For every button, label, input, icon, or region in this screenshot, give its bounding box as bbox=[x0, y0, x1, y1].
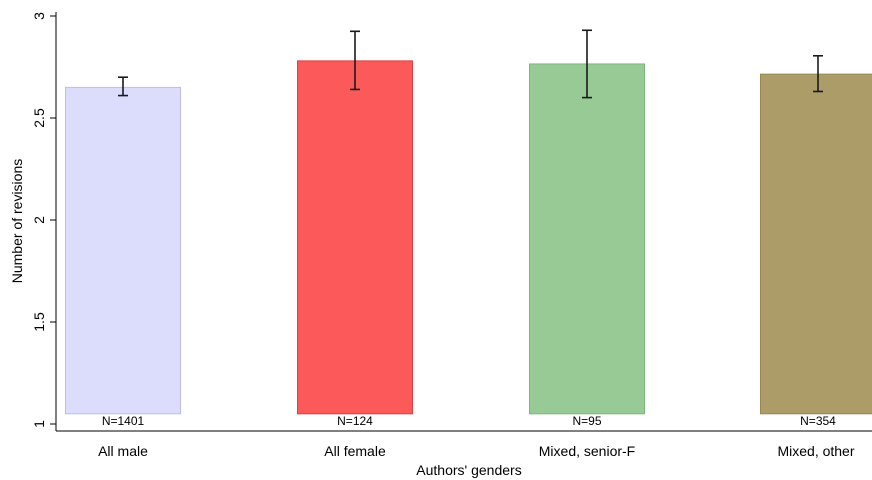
x-tick-label: Mixed, other bbox=[777, 443, 854, 459]
error-bar bbox=[350, 30, 360, 91]
bar-all-male bbox=[65, 86, 181, 415]
bar-mixed-other bbox=[760, 73, 872, 415]
n-label: N=124 bbox=[337, 414, 373, 428]
y-axis-title: Number of revisions bbox=[9, 159, 25, 284]
y-tick-label: 1.5 bbox=[31, 312, 47, 332]
n-label: N=95 bbox=[572, 414, 601, 428]
y-tick-label: 3 bbox=[31, 12, 47, 20]
x-axis-categories: All male All female Mixed, senior-F Mixed, … bbox=[98, 443, 855, 459]
error-bar bbox=[582, 29, 592, 99]
error-bar bbox=[813, 54, 823, 93]
n-label: N=354 bbox=[800, 414, 836, 428]
n-label: N=1401 bbox=[102, 414, 145, 428]
y-axis-ticks: 1 1.5 2 2.5 3 bbox=[31, 12, 56, 428]
y-tick-label: 1 bbox=[31, 420, 47, 428]
bar-mixed-senior-f bbox=[529, 63, 645, 415]
y-tick-label: 2.5 bbox=[31, 108, 47, 128]
x-tick-label: Mixed, senior-F bbox=[539, 443, 635, 459]
x-tick-label: All female bbox=[324, 443, 386, 459]
error-bar bbox=[118, 76, 128, 97]
y-tick-label: 2 bbox=[31, 216, 47, 224]
x-axis-title: Authors' genders bbox=[416, 462, 521, 478]
bars bbox=[65, 60, 872, 415]
x-tick-label: All male bbox=[98, 443, 148, 459]
error-bars bbox=[118, 29, 823, 99]
bar-all-female bbox=[297, 60, 413, 415]
n-labels: N=1401 N=124 N=95 N=354 bbox=[102, 414, 836, 428]
